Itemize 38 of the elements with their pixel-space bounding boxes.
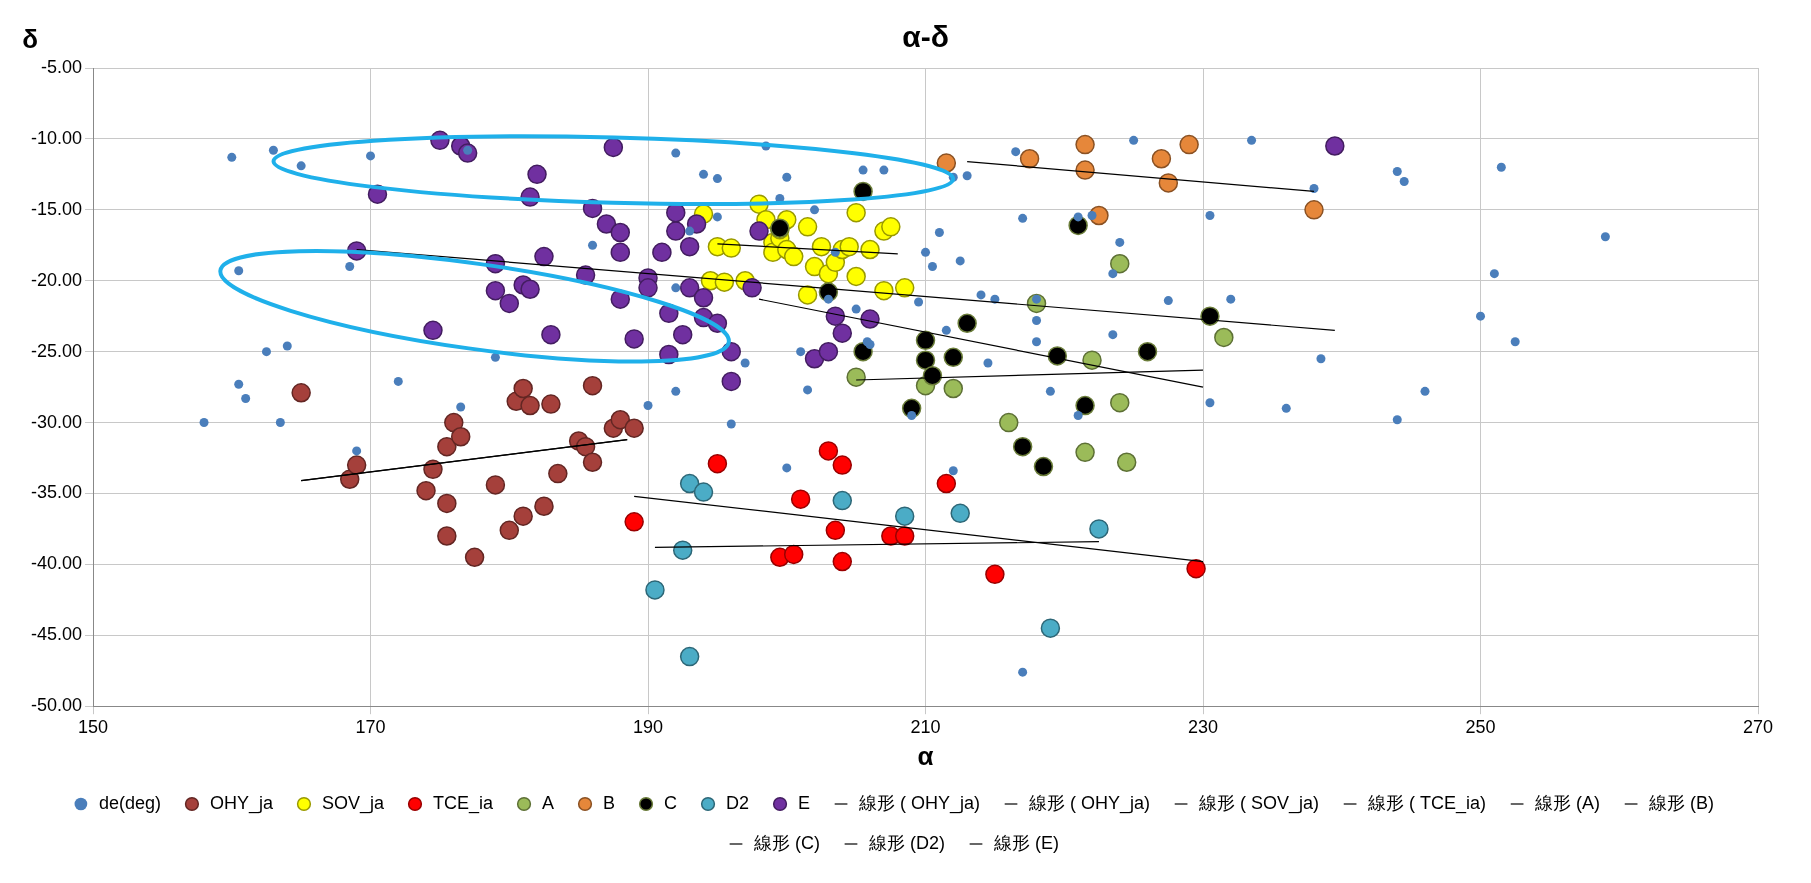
x-tick-label: 210	[910, 716, 941, 737]
chart-title: α-δ	[902, 20, 949, 54]
legend-label: de(deg)	[98, 792, 161, 813]
y-tick-label: -50.00	[30, 695, 83, 716]
legend-label: TCE_ia	[433, 792, 495, 814]
legend-label: 線形 (B)	[1648, 792, 1715, 813]
y-tick-label: -45.00	[30, 624, 83, 645]
legend-label: A	[542, 792, 555, 813]
x-tick-label: 270	[1742, 716, 1774, 737]
legend-label: SOV_ja	[321, 792, 385, 814]
x-tick-label: 230	[1187, 716, 1219, 737]
legend-label: E	[798, 792, 811, 813]
x-tick-label: 150	[78, 716, 109, 737]
y-tick-label: -15.00	[30, 198, 83, 219]
x-tick-label: 170	[355, 716, 386, 737]
y-tick-label: -30.00	[30, 411, 83, 432]
legend-label: 線形 (A)	[1534, 792, 1601, 813]
y-axis-title: δ	[22, 24, 39, 55]
legend-label: C	[664, 792, 678, 813]
legend-label: OHY_ja	[209, 792, 274, 814]
y-tick-label: -20.00	[30, 269, 83, 290]
legend-label: 線形 (C)	[753, 832, 821, 853]
y-tick-label: -10.00	[30, 127, 83, 148]
legend-label: 線形 ( SOV_ja)	[1198, 792, 1320, 814]
y-tick-label: -5.00	[41, 56, 83, 77]
x-tick-label: 190	[633, 716, 664, 737]
y-tick-label: -40.00	[30, 553, 83, 574]
x-axis-title: α	[917, 740, 934, 771]
legend-label: D2	[726, 792, 750, 813]
legend-label: 線形 ( TCE_ia)	[1367, 792, 1487, 814]
y-tick-label: -25.00	[30, 340, 83, 361]
legend-label: 線形 ( OHY_ja)	[858, 792, 981, 814]
y-tick-label: -35.00	[30, 482, 83, 503]
legend-label: 線形 (D2)	[868, 832, 945, 853]
legend-label: 線形 ( OHY_ja)	[1028, 792, 1151, 814]
legend-label: B	[603, 792, 616, 813]
legend-label: 線形 (E)	[993, 832, 1059, 853]
x-tick-label: 250	[1465, 716, 1496, 737]
